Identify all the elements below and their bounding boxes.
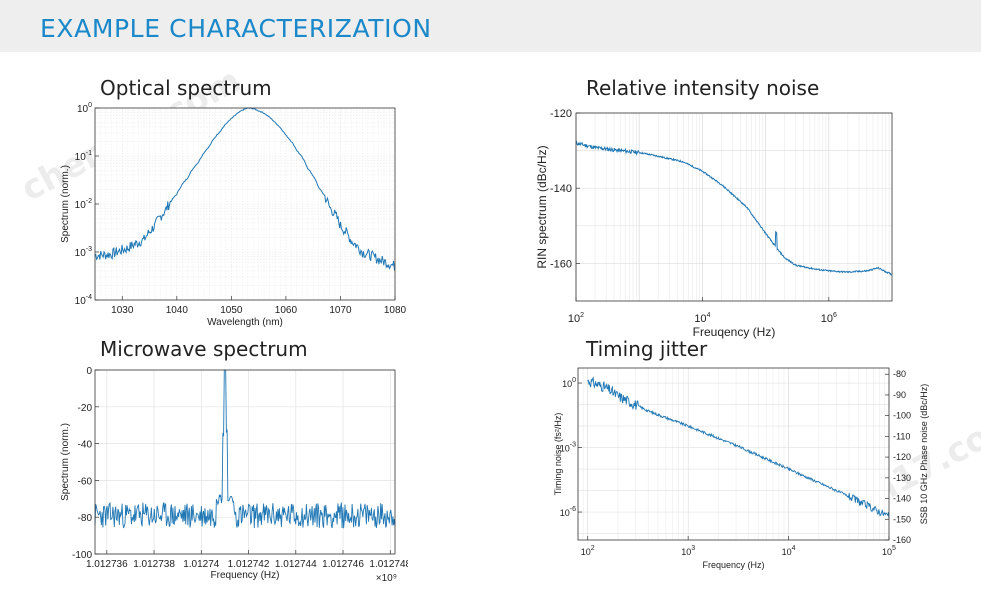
plot-frame: [94, 369, 396, 555]
rin-line: [575, 140, 892, 276]
y-axis-label: Spectrum (norm.): [60, 423, 71, 501]
x-tick-label: 1.012736: [86, 559, 128, 570]
y-right-axis-label: SSB 10 GHz Phase noise (dBc/Hz): [919, 384, 929, 525]
y-tick-label: 10-6: [560, 506, 576, 518]
timing-jitter-chart: 102 103 104 105 100 10-3 10-6 -80 -90 -100 -110 -12…: [553, 367, 929, 570]
y-right-tick-label: -110: [893, 431, 910, 441]
x-tick-label: 103: [681, 545, 695, 557]
x-tick-label: 105: [882, 545, 896, 557]
y-axis-label: RIN spectrum (dBc/Hz): [535, 145, 549, 268]
y-right-tick-label: -150: [893, 514, 911, 524]
x-tick-label: 1030: [111, 305, 134, 316]
x-axis-label: Wavelength (nm): [207, 317, 283, 328]
plot-frame: [577, 367, 890, 541]
spectrum-line: [94, 107, 395, 271]
x-axis-label: Freuqency (Hz): [693, 325, 776, 339]
y-tick-label: 10-3: [75, 246, 92, 259]
optical-spectrum-chart: 1030 1040 1050 1060 1070 1080 10-4 10-3 10-2 10-1…: [60, 102, 407, 328]
y-tick-label: 100: [77, 102, 92, 115]
y-tick-label: -20: [78, 403, 93, 414]
x-tick-label: 1040: [166, 305, 189, 316]
x-tick-label: 1.01274: [183, 559, 220, 570]
x-tick-label: 104: [694, 312, 710, 325]
x-axis-multiplier: ×10⁹: [376, 573, 397, 584]
y-right-tick-label: -120: [893, 452, 911, 462]
y-right-tick-label: -130: [893, 473, 911, 483]
rin-chart: 102 104 106 -160 -140 -120 Freuqency (Hz) RIN s…: [535, 108, 893, 339]
y-tick-label: -120: [550, 108, 572, 120]
x-tick-label: 1060: [275, 305, 298, 316]
y-axis-label: Timing noise (fs²/Hz): [553, 413, 563, 496]
x-tick-label: 1070: [329, 305, 352, 316]
page-title: EXAMPLE CHARACTERIZATION: [40, 14, 432, 43]
y-tick-label: -40: [78, 440, 93, 451]
x-tick-label: 104: [782, 545, 796, 557]
y-right-tick-label: -160: [893, 535, 911, 545]
y-tick-label: -100: [72, 550, 92, 561]
x-tick-label: 1.012746: [322, 559, 364, 570]
y-tick-label: 10-3: [560, 442, 576, 454]
y-tick-label: 10-2: [75, 198, 92, 211]
x-tick-label: 1.012742: [228, 559, 270, 570]
x-tick-label: 102: [568, 312, 584, 325]
y-tick-label: -80: [78, 513, 93, 524]
y-tick-label: -60: [78, 476, 93, 487]
plot-frame: [575, 112, 893, 302]
x-axis-label: Frequency (Hz): [702, 560, 764, 570]
x-tick-label: 1.012738: [133, 559, 175, 570]
y-tick-label: 100: [562, 377, 576, 389]
x-tick-label: 102: [581, 545, 595, 557]
y-tick-label: 0: [86, 366, 92, 377]
x-tick-label: 1.012748: [369, 559, 408, 570]
plot-area: [576, 113, 892, 301]
jitter-chart-title: Timing jitter: [586, 337, 708, 361]
rin-chart-title: Relative intensity noise: [586, 76, 820, 100]
y-tick-label: -160: [550, 258, 572, 270]
y-axis-label: Spectrum (norm.): [60, 165, 71, 243]
optical-chart-title: Optical spectrum: [100, 76, 272, 100]
x-tick-label: 1050: [220, 305, 243, 316]
microwave-chart-title: Microwave spectrum: [100, 337, 308, 361]
plot-area: [95, 370, 395, 554]
y-right-tick-label: -80: [893, 369, 906, 379]
timing-noise-line: [587, 376, 890, 519]
plot-area: [578, 368, 889, 540]
y-tick-label: -140: [550, 183, 572, 195]
header-band: [0, 0, 981, 52]
microwave-line: [94, 369, 396, 529]
x-tick-label: 1080: [384, 305, 407, 316]
y-right-tick-label: -140: [893, 494, 911, 504]
y-tick-label: 10-4: [75, 294, 92, 307]
microwave-spectrum-chart: 1.012736 1.012738 1.01274 1.012742 1.012744 1…: [60, 366, 408, 584]
x-axis-label: Frequency (Hz): [211, 570, 280, 581]
y-tick-label: 10-1: [75, 150, 92, 163]
x-tick-label: 106: [821, 312, 837, 325]
y-right-tick-label: -100: [893, 411, 911, 421]
x-tick-label: 1.012744: [275, 559, 317, 570]
y-right-tick-label: -90: [893, 390, 906, 400]
